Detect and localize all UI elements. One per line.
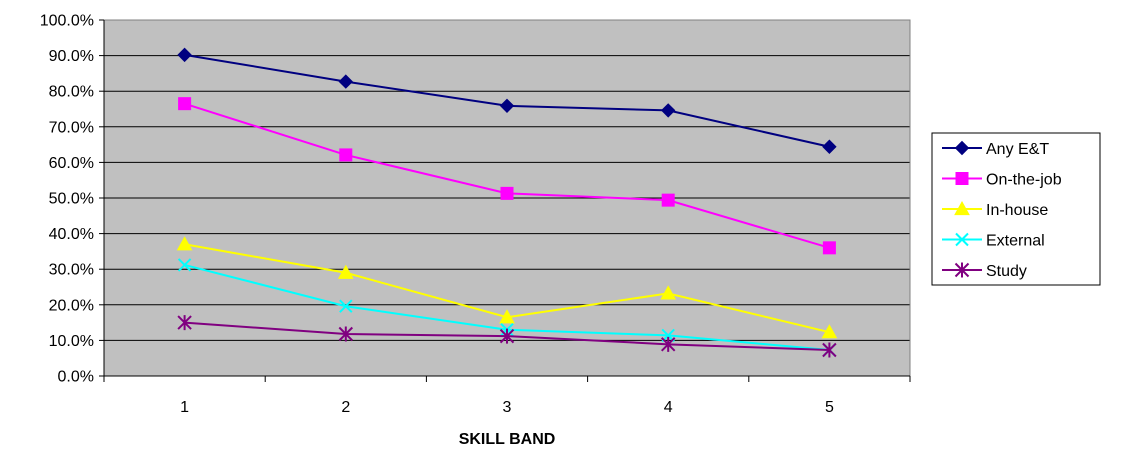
y-tick-label-2: 20.0%: [49, 297, 94, 314]
series-study: [177, 315, 837, 358]
legend-marker-in-house: [954, 200, 970, 216]
x-tick-label-4: 5: [825, 399, 834, 416]
legend-item-external: External: [942, 233, 1045, 250]
legend-item-any-e-t: Any E&T: [942, 140, 1049, 158]
y-tick-label-7: 70.0%: [49, 119, 94, 136]
series-in-house: [176, 236, 838, 339]
legend-label-study: Study: [986, 263, 1027, 280]
y-tick-label-9: 90.0%: [49, 48, 94, 65]
legend-marker-on-the-job: [955, 172, 969, 185]
data-point-external-1: [177, 258, 192, 272]
x-axis-title: SKILL BAND: [459, 431, 556, 448]
y-tick-label-8: 80.0%: [49, 84, 94, 101]
y-tick-label-3: 30.0%: [49, 262, 94, 279]
data-point-in-house-3: [499, 309, 515, 324]
y-tick-label-10: 100.0%: [40, 13, 94, 30]
legend-label-in-house: In-house: [986, 202, 1048, 219]
y-tick-label-0: 0.0%: [58, 369, 94, 386]
axes-group: 0.0% 10.0% 20.0% 30.0% 40.0% 50.0% 60.0% 70.0% 8…: [40, 13, 911, 416]
x-tick-label-3: 4: [664, 399, 673, 416]
x-tick-label-0: 1: [180, 399, 189, 416]
data-point-study-2: [338, 326, 354, 342]
data-point-in-house-2: [337, 264, 354, 279]
data-point-on-the-job-3: [500, 186, 514, 200]
legend-marker-any-e-t: [954, 140, 970, 156]
data-point-on-the-job-2: [339, 148, 353, 162]
data-point-study-3: [499, 328, 515, 344]
data-point-external-2: [339, 299, 353, 313]
x-tick-label-2: 3: [503, 399, 512, 416]
data-point-study-5: [822, 342, 837, 358]
data-point-study-4: [660, 336, 676, 352]
data-point-in-house-4: [660, 285, 677, 300]
data-point-any-e-t-3: [499, 98, 515, 114]
legend-label-any-e-t: Any E&T: [986, 141, 1049, 158]
y-tick-label-6: 60.0%: [49, 155, 94, 172]
data-point-in-house-1: [176, 236, 193, 251]
data-point-any-e-t-1: [177, 47, 192, 63]
data-point-on-the-job-1: [178, 97, 192, 111]
data-point-any-e-t-2: [338, 74, 354, 89]
data-point-any-e-t-4: [660, 103, 676, 118]
y-tick-label-5: 50.0%: [49, 191, 94, 208]
data-point-on-the-job-4: [661, 193, 675, 207]
data-point-in-house-5: [821, 324, 838, 339]
data-point-on-the-job-5: [822, 241, 836, 255]
y-tick-label-4: 40.0%: [49, 226, 94, 243]
legend-label-external: External: [986, 233, 1045, 250]
legend-marker-external: [955, 232, 969, 247]
legend-item-study: Study: [942, 262, 1027, 280]
y-tick-label-1: 10.0%: [49, 333, 94, 350]
legend-item-on-the-job: On-the-job: [942, 172, 1062, 189]
x-tick-label-1: 2: [341, 399, 350, 416]
series-on-the-job: [178, 97, 836, 255]
data-point-any-e-t-5: [822, 139, 837, 154]
legend-item-in-house: In-house: [942, 200, 1048, 219]
data-point-study-1: [177, 315, 192, 331]
legend: Any E&T On-the-job In-house External Study: [931, 132, 1101, 286]
series-group: [176, 47, 838, 358]
legend-marker-study: [954, 262, 970, 278]
series-any-e-t: [177, 47, 837, 154]
legend-label-on-the-job: On-the-job: [986, 172, 1062, 189]
